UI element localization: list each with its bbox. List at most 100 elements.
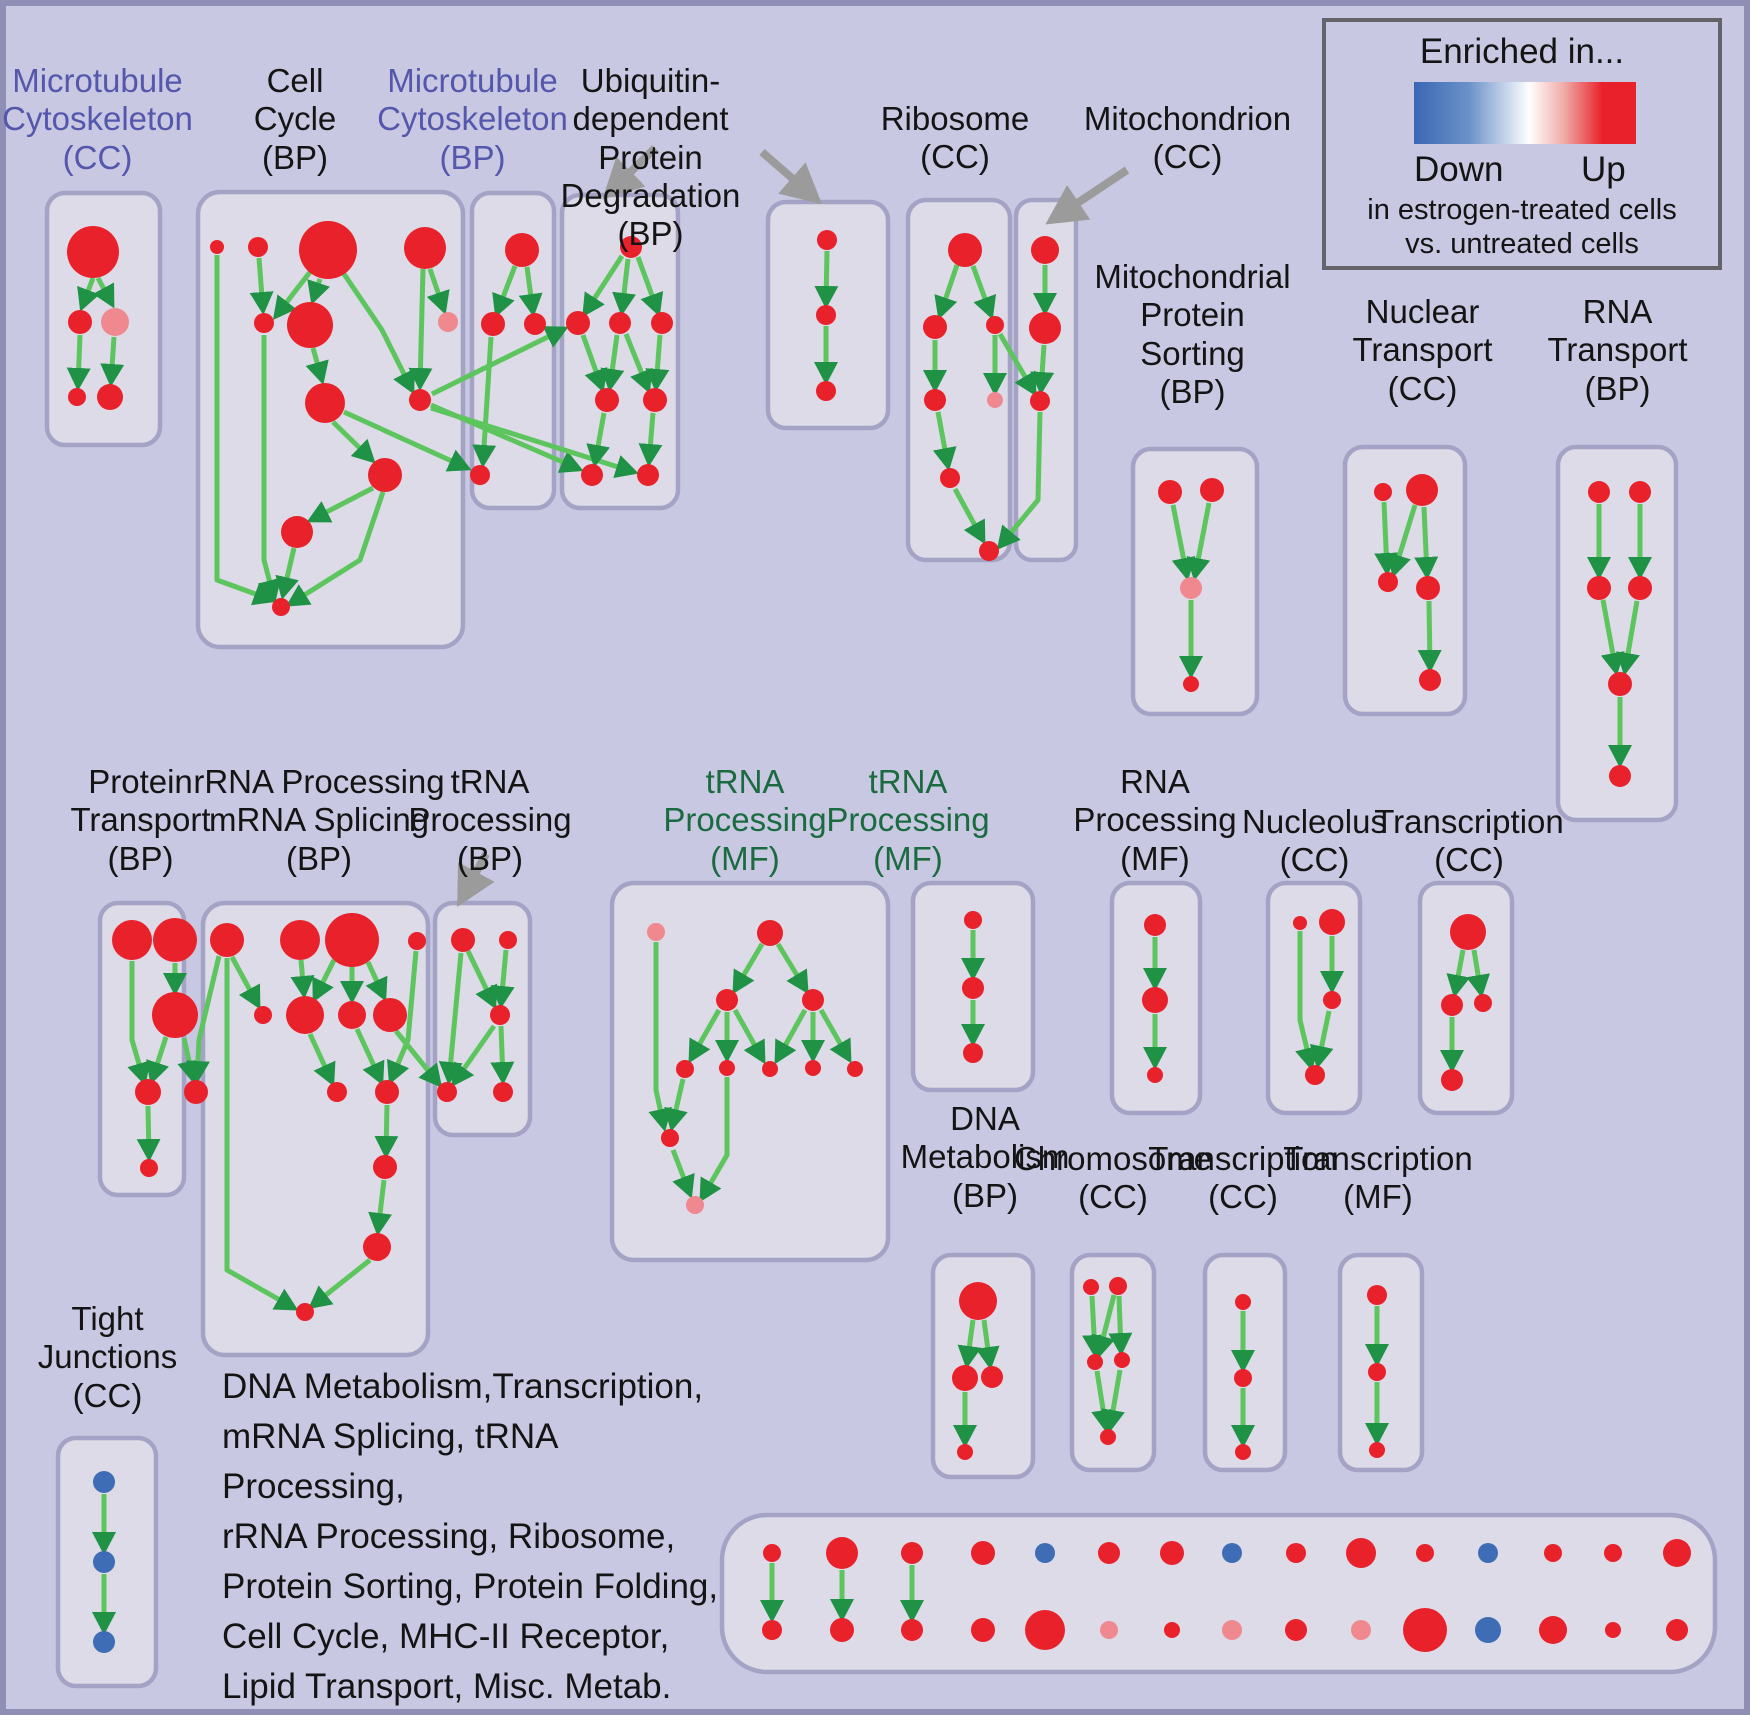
go-term-node [153, 918, 197, 962]
annotation-arrow [602, 145, 658, 200]
go-term-node [762, 1620, 782, 1640]
go-term-node [651, 312, 673, 334]
edge-arrow [229, 955, 261, 1010]
edge-arrow [932, 411, 957, 471]
go-term-node [817, 230, 837, 250]
go-term-node [524, 313, 546, 335]
go-term-node [1144, 914, 1166, 936]
go-term-node [1235, 1444, 1251, 1460]
go-term-node [716, 989, 738, 1011]
go-term-node [1374, 483, 1392, 501]
go-term-node [97, 384, 123, 410]
go-term-node [286, 996, 324, 1034]
go-term-node [408, 932, 426, 950]
go-term-node [1305, 1065, 1325, 1085]
go-term-node [327, 1082, 347, 1102]
go-term-node [1109, 1277, 1127, 1295]
edge-arrow [1466, 949, 1490, 998]
edge-arrow [635, 256, 664, 317]
go-term-node [1416, 576, 1440, 600]
go-term-node [957, 1444, 973, 1460]
edge-arrow [688, 1008, 722, 1064]
go-term-node [281, 516, 313, 548]
group-box [1265, 880, 1363, 1116]
edge-arrow [952, 487, 986, 545]
go-term-node [1319, 909, 1345, 935]
go-term-node [964, 911, 982, 929]
go-term-node [305, 383, 345, 423]
edge-arrow [354, 1027, 385, 1086]
go-term-node [1158, 480, 1182, 504]
go-term-node [1030, 391, 1050, 411]
edge-arrow [275, 547, 299, 600]
go-term-node [1403, 1608, 1447, 1652]
edge-arrow [386, 950, 419, 1085]
edge-arrow [670, 1149, 695, 1199]
edge-arrow [997, 332, 1037, 397]
go-term-node [1450, 914, 1486, 950]
group-box [1555, 444, 1679, 823]
go-term-node [93, 1471, 115, 1493]
edge-arrow [438, 952, 464, 1085]
go-term-node [901, 1619, 923, 1641]
go-term-node [1323, 991, 1341, 1009]
go-term-node [805, 1060, 821, 1076]
edge-arrow [814, 250, 839, 309]
go-term-node [1285, 1619, 1307, 1641]
edge-arrow [638, 412, 663, 467]
go-term-node [1031, 236, 1059, 264]
go-term-node [140, 1159, 158, 1177]
edge-arrow [185, 955, 222, 1084]
go-term-node [816, 305, 836, 325]
edge-arrow [341, 272, 415, 395]
go-term-node [1183, 676, 1199, 692]
go-term-node [923, 315, 947, 339]
edge-arrow [934, 264, 960, 320]
go-term-node [581, 464, 603, 486]
edge-arrow [1374, 501, 1399, 576]
edge-arrow [1082, 1295, 1107, 1358]
edge-arrow [146, 1036, 169, 1085]
edge-arrow [306, 485, 375, 523]
group-box [1342, 444, 1468, 717]
go-term-node [1539, 1616, 1567, 1644]
go-term-node [505, 233, 539, 267]
edge-arrow [365, 960, 388, 1002]
go-term-node [1087, 1354, 1103, 1370]
go-term-node [676, 1060, 694, 1078]
edge-arrow [492, 265, 518, 318]
go-term-node [404, 227, 446, 269]
edge-arrow [1600, 599, 1625, 676]
go-term-node [1346, 1538, 1376, 1568]
edge-arrow [285, 491, 386, 607]
go-term-node [493, 1082, 513, 1102]
go-term-node [987, 392, 1003, 408]
go-term-node [210, 923, 244, 957]
go-term-node [647, 923, 665, 941]
edge-arrow [408, 268, 433, 391]
footer-category-list: DNA Metabolism,Transcription, mRNA Splic… [222, 1367, 719, 1707]
edge-arrow [1414, 506, 1439, 580]
go-term-node [1098, 1542, 1120, 1564]
go-term-node [1609, 765, 1631, 787]
go-term-node [325, 913, 379, 967]
edge-arrow [1186, 502, 1212, 581]
edge-arrow [1309, 1010, 1334, 1069]
edge-arrow [272, 270, 312, 320]
annotation-arrow [1045, 166, 1130, 225]
go-term-node [924, 389, 946, 411]
go-term-node [451, 928, 475, 952]
edge-arrow [996, 411, 1043, 550]
go-term-node [1419, 669, 1441, 691]
go-term-node [643, 388, 667, 412]
go-term-node [1666, 1619, 1688, 1641]
go-term-node [971, 1541, 995, 1565]
go-term-node [566, 311, 590, 335]
go-term-node [210, 240, 224, 254]
edge-arrow [1091, 1294, 1117, 1359]
edge-arrow [127, 961, 151, 1086]
go-term-node [981, 1366, 1003, 1388]
edge-arrow [732, 1008, 766, 1065]
edge-arrow [1030, 344, 1055, 395]
